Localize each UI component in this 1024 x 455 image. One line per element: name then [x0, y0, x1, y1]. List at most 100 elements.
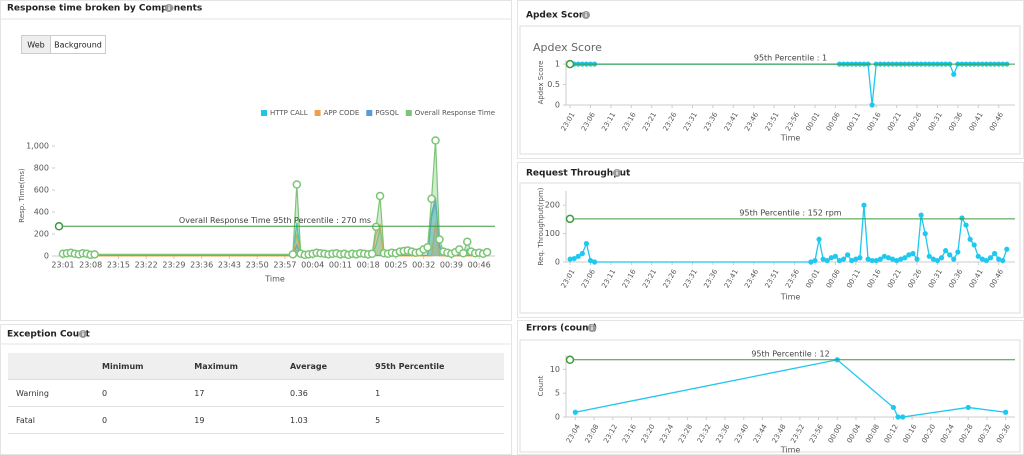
x-tick-label: 00:18	[357, 261, 380, 270]
data-point	[881, 253, 887, 259]
x-tick-label: 23:28	[677, 423, 694, 444]
data-point	[906, 252, 912, 258]
data-point	[845, 252, 851, 258]
data-point	[587, 257, 594, 264]
header-cell: Maximum	[186, 353, 282, 380]
x-tick-label: 00:31	[927, 268, 944, 289]
y-axis-label: Count	[537, 375, 545, 396]
x-tick-label: 00:36	[995, 423, 1012, 445]
data-point	[463, 237, 472, 246]
x-tick-label: 23:46	[743, 268, 760, 290]
reference-label: 95th Percentile : 152 rpm	[739, 208, 841, 217]
x-tick-label: 00:04	[301, 261, 324, 270]
x-tick-label: 23:41	[723, 268, 740, 289]
x-tick-label: 00:24	[939, 423, 956, 445]
data-point	[900, 414, 906, 420]
data-point	[963, 222, 969, 228]
x-tick-label: 23:36	[702, 111, 719, 133]
info-icon-glyph	[168, 6, 170, 10]
data-point	[965, 404, 971, 411]
y-axis-label: Req. Throughput(rpm)	[537, 187, 545, 265]
table-cell: 1.03	[282, 406, 368, 434]
x-tick-label: 23:21	[641, 268, 658, 289]
data-point	[895, 414, 901, 420]
data-point	[885, 255, 892, 261]
data-point	[890, 404, 896, 411]
data-point	[877, 256, 883, 262]
data-point	[90, 250, 99, 259]
y-tick-label: 10	[550, 365, 560, 374]
x-axis-label: Time	[780, 446, 801, 455]
x-tick-label: 00:06	[825, 111, 842, 133]
info-icon-glyph	[591, 325, 593, 327]
x-tick-label: 23:41	[723, 111, 740, 132]
table-row: Warning 0 17 0.36 1	[8, 379, 504, 407]
x-tick-label: 00:16	[866, 268, 883, 290]
x-tick-label: 00:26	[906, 268, 923, 290]
x-tick-label: 00:04	[845, 423, 862, 445]
reference-label: Overall Response Time 95th Percentile : …	[179, 216, 371, 225]
x-tick-label: 00:11	[329, 261, 352, 270]
y-tick-label: 600	[34, 186, 49, 195]
x-tick-label: 00:39	[440, 261, 463, 270]
data-point	[869, 102, 875, 108]
data-point	[951, 256, 957, 262]
data-point	[857, 255, 863, 261]
tab-active-bg	[22, 36, 50, 53]
x-axis-label: Time	[780, 293, 801, 302]
data-point	[959, 215, 965, 221]
x-tick-label: 23:44	[752, 423, 769, 445]
data-point	[849, 257, 855, 264]
x-tick-label: 23:06	[580, 268, 597, 290]
x-tick-label: 23:51	[764, 268, 781, 289]
x-tick-label: 00:08	[864, 423, 881, 444]
reference-label: 95th Percentile : 1	[754, 54, 827, 63]
tab[interactable]: Web	[27, 41, 44, 50]
data-point	[1000, 257, 1006, 264]
x-tick-label: 00:31	[927, 111, 944, 132]
x-tick-label: 00:11	[845, 268, 862, 289]
data-point	[983, 257, 990, 264]
series-line	[575, 359, 1006, 418]
tab[interactable]: Background	[54, 41, 102, 50]
x-tick-label: 23:08	[584, 423, 601, 444]
series-area	[62, 140, 488, 256]
x-tick-label: 23:12	[602, 423, 619, 444]
reference-marker	[565, 214, 575, 224]
legend-swatch	[366, 110, 373, 116]
x-tick-label: 00:36	[947, 111, 964, 133]
data-point	[865, 256, 871, 262]
data-point	[889, 256, 896, 262]
x-tick-label: 23:16	[621, 423, 638, 445]
x-tick-label: 23:36	[702, 268, 719, 290]
y-axis-label: Apdex Score	[537, 61, 545, 105]
reference-marker	[565, 355, 575, 365]
x-tick-label: 00:12	[883, 423, 900, 444]
y-tick-label: 1	[555, 60, 560, 69]
table-cell: 5	[367, 406, 504, 434]
info-icon-glyph	[616, 170, 618, 172]
y-axis-label: Resp. Time(ms)	[18, 168, 26, 223]
chart-frame	[519, 25, 1021, 155]
data-point	[894, 257, 900, 264]
x-tick-label: 23:52	[789, 423, 806, 444]
data-point	[824, 257, 830, 264]
data-point	[836, 257, 843, 264]
x-tick-label: 23:31	[682, 111, 699, 132]
data-point	[591, 259, 598, 265]
data-point	[967, 236, 973, 242]
y-tick-label: 0	[555, 101, 560, 110]
chart-title: Apdex Score	[533, 41, 602, 54]
y-tick-label: 0	[555, 258, 560, 267]
x-axis-label: Time	[264, 275, 285, 284]
header-cell	[8, 353, 94, 380]
data-point	[292, 180, 302, 189]
x-tick-label: 23:56	[808, 423, 825, 445]
legend-swatch	[314, 110, 321, 116]
reference-marker	[565, 59, 575, 69]
info-icon-glyph	[168, 5, 170, 7]
table-cell: 17	[186, 379, 282, 407]
data-point	[914, 256, 920, 262]
x-tick-label: 23:26	[662, 111, 679, 133]
